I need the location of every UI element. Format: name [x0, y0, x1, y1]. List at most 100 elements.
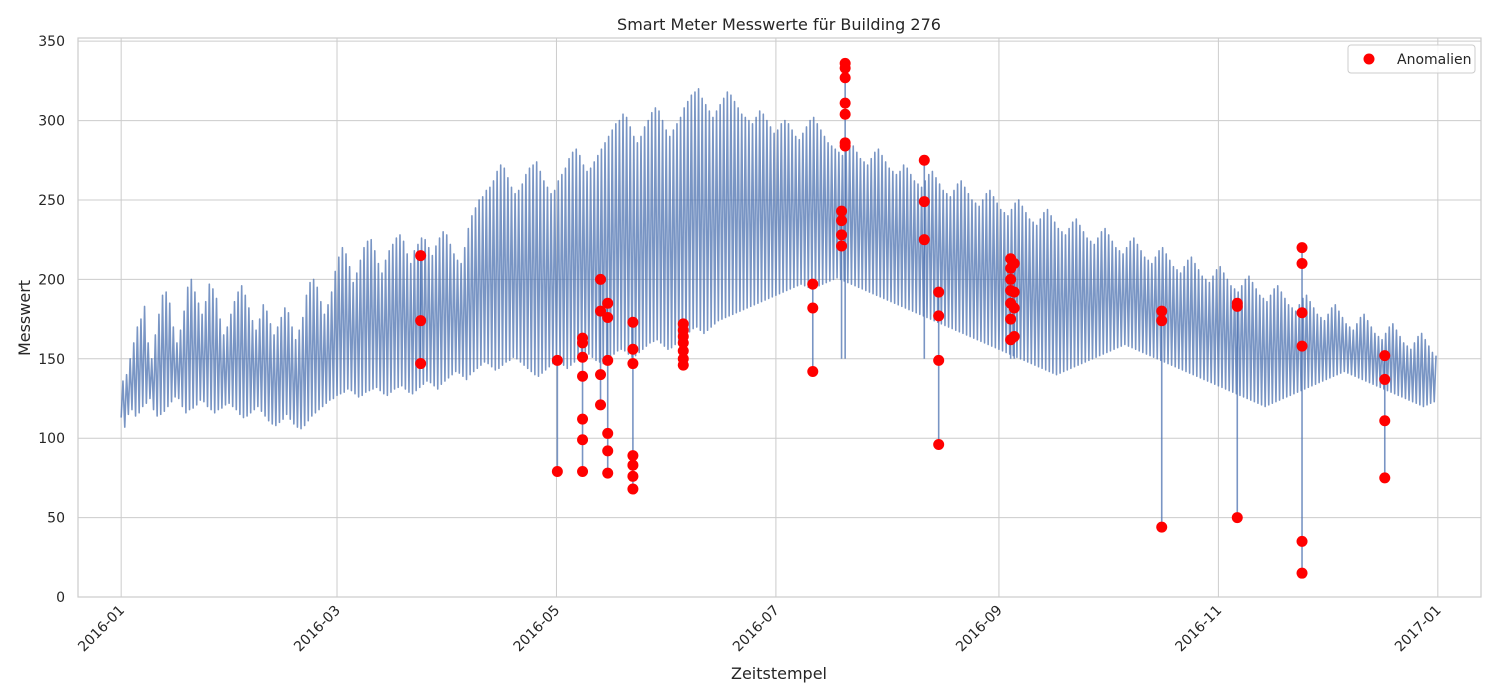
- anomaly-point: [1296, 340, 1308, 352]
- anomaly-point: [577, 434, 589, 446]
- anomaly-point: [807, 365, 819, 377]
- anomaly-point: [836, 229, 848, 241]
- anomaly-point: [595, 273, 607, 285]
- anomaly-point: [1008, 331, 1020, 343]
- anomaly-point: [595, 369, 607, 381]
- anomaly-point: [1008, 258, 1020, 270]
- anomaly-point: [602, 427, 614, 439]
- anomaly-point: [1296, 258, 1308, 270]
- anomaly-point: [577, 337, 589, 349]
- anomaly-point: [415, 358, 427, 370]
- anomaly-point: [836, 215, 848, 227]
- anomaly-point: [627, 343, 639, 355]
- anomaly-point: [577, 466, 589, 478]
- anomaly-point: [918, 196, 930, 208]
- anomaly-point: [627, 483, 639, 495]
- anomaly-point: [602, 467, 614, 479]
- anomaly-point: [1379, 350, 1391, 362]
- anomaly-point: [839, 140, 851, 152]
- x-tick-label: 2016-01: [75, 603, 128, 656]
- anomaly-point: [551, 354, 563, 366]
- legend-label: Anomalien: [1397, 52, 1472, 68]
- anomaly-point: [627, 459, 639, 471]
- anomaly-point: [933, 354, 945, 366]
- anomaly-layer: [415, 57, 1391, 579]
- x-axis-ticks: 2016-01 2016-03 2016-05 2016-07 2016-09 2016-…: [75, 603, 1444, 656]
- anomaly-point: [839, 62, 851, 74]
- anomaly-point: [1231, 300, 1243, 312]
- y-tick-label: 0: [56, 590, 65, 606]
- anomaly-point: [627, 470, 639, 482]
- x-tick-label: 2016-07: [730, 603, 783, 656]
- x-tick-label: 2016-09: [953, 603, 1006, 656]
- y-tick-label: 300: [38, 114, 65, 130]
- series-line: [120, 88, 1437, 430]
- plot-frame: [77, 37, 1482, 598]
- anomaly-point: [1156, 305, 1168, 317]
- anomaly-point: [1008, 286, 1020, 298]
- chart-title: Smart Meter Messwerte für Building 276: [617, 15, 941, 34]
- anomaly-point: [602, 312, 614, 323]
- anomaly-point: [415, 315, 427, 327]
- anomaly-point: [1005, 273, 1017, 285]
- anomaly-point: [839, 97, 851, 109]
- anomaly-point: [602, 354, 614, 366]
- x-axis-label: Zeitstempel: [731, 664, 827, 683]
- anomaly-point: [415, 250, 427, 262]
- legend-box: [1347, 44, 1476, 74]
- x-tick-label: 2016-03: [291, 603, 344, 656]
- anomaly-point: [918, 234, 930, 246]
- anomaly-point: [677, 345, 689, 357]
- anomaly-point: [839, 108, 851, 120]
- anomaly-point: [836, 240, 848, 252]
- series-layer: [120, 88, 1437, 430]
- anomaly-point: [602, 297, 614, 309]
- anomaly-point: [602, 445, 614, 457]
- y-axis-ticks: 0 50 100 150 200 250 300 350: [38, 34, 65, 606]
- anomaly-point: [1296, 567, 1308, 579]
- y-tick-label: 200: [38, 272, 65, 288]
- x-tick-label: 2016-05: [511, 603, 564, 656]
- anomaly-point: [677, 359, 689, 371]
- y-axis-label: Messwert: [15, 280, 34, 356]
- anomaly-point: [627, 358, 639, 370]
- y-tick-label: 250: [38, 193, 65, 209]
- y-tick-label: 100: [38, 431, 65, 447]
- legend-marker: [1363, 53, 1375, 65]
- anomaly-point: [933, 286, 945, 298]
- anomaly-point: [1231, 512, 1243, 524]
- anomaly-point: [1296, 307, 1308, 319]
- anomaly-point: [839, 72, 851, 84]
- anomaly-point: [918, 154, 930, 166]
- anomaly-point: [1156, 521, 1168, 533]
- anomaly-point: [1156, 315, 1168, 327]
- anomaly-point: [1296, 535, 1308, 547]
- anomaly-point: [836, 205, 848, 217]
- anomaly-point: [627, 316, 639, 328]
- anomaly-point: [1379, 472, 1391, 484]
- anomaly-point: [807, 302, 819, 314]
- anomaly-point: [1379, 415, 1391, 427]
- x-tick-label: 2017-01: [1392, 603, 1445, 656]
- anomaly-point: [1008, 302, 1020, 314]
- anomaly-point: [577, 351, 589, 363]
- anomaly-point: [933, 439, 945, 451]
- anomaly-point: [627, 450, 639, 462]
- y-tick-label: 350: [38, 34, 65, 50]
- y-tick-label: 50: [47, 511, 65, 527]
- anomaly-point: [1005, 313, 1017, 325]
- anomaly-point: [677, 337, 689, 349]
- x-tick-label: 2016-11: [1173, 603, 1226, 656]
- anomaly-point: [1296, 242, 1308, 254]
- legend: Anomalien: [1347, 44, 1476, 74]
- anomaly-point: [595, 399, 607, 411]
- anomaly-point: [595, 305, 607, 317]
- anomaly-point: [577, 370, 589, 382]
- anomaly-point: [807, 278, 819, 290]
- anomaly-point: [1379, 373, 1391, 385]
- anomaly-point: [577, 413, 589, 425]
- anomaly-point: [933, 310, 945, 322]
- y-tick-label: 150: [38, 352, 65, 368]
